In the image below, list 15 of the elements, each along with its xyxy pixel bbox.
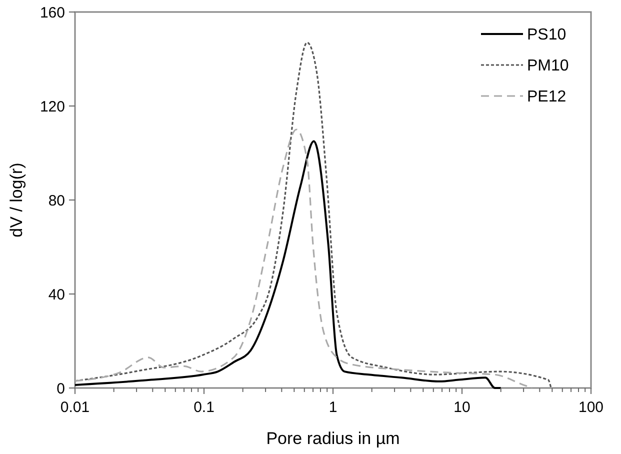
y-tick-label: 160 [40, 4, 65, 22]
x-axis-title: Pore radius in µm [266, 429, 400, 448]
y-tick-label: 80 [48, 192, 65, 210]
x-tick-label: 10 [454, 399, 470, 416]
x-tick-label: 100 [578, 399, 604, 416]
legend-label: PS10 [527, 26, 566, 44]
y-tick-label: 40 [48, 286, 65, 304]
legend-label: PM10 [527, 58, 569, 75]
y-tick-label: 120 [40, 98, 65, 116]
legend-label: PE12 [527, 88, 566, 106]
x-tick-label: 0.1 [194, 399, 214, 416]
y-axis-title: dV / log(r) [7, 162, 26, 238]
y-tick-label: 0 [56, 380, 65, 398]
x-tick-label: 0.01 [60, 399, 90, 416]
x-tick-label: 1 [328, 399, 338, 416]
